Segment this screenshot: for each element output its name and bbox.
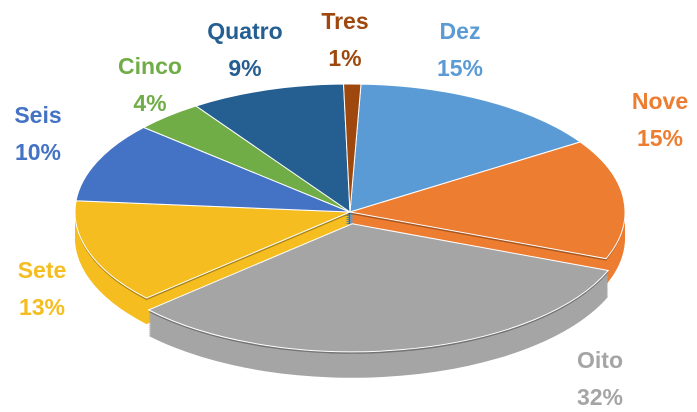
slice — [75, 126, 351, 213]
slice-label: Oito — [577, 347, 623, 373]
slice-label: Seis — [14, 102, 61, 128]
slice-value-label: 10% — [15, 139, 61, 165]
slice-label: Dez — [440, 18, 481, 44]
slice-value-label: 1% — [328, 45, 361, 71]
slice-value-label: 32% — [577, 384, 623, 410]
slice-value-label: 13% — [19, 294, 65, 320]
slice-label: Nove — [632, 88, 688, 114]
slice — [147, 223, 610, 353]
slice — [349, 83, 582, 213]
slice-value-label: 15% — [437, 55, 483, 81]
slice-value-label: 4% — [133, 90, 166, 116]
slice — [349, 141, 626, 260]
slice-value-label: 9% — [228, 55, 261, 81]
slice-label: Cinco — [118, 53, 182, 79]
slice-label: Tres — [321, 8, 368, 34]
slice — [74, 200, 351, 299]
slice-value-label: 15% — [637, 125, 683, 151]
slice-label: Sete — [18, 257, 67, 283]
slice — [343, 83, 362, 213]
slice — [194, 83, 351, 213]
slice-label: Quatro — [207, 18, 282, 44]
